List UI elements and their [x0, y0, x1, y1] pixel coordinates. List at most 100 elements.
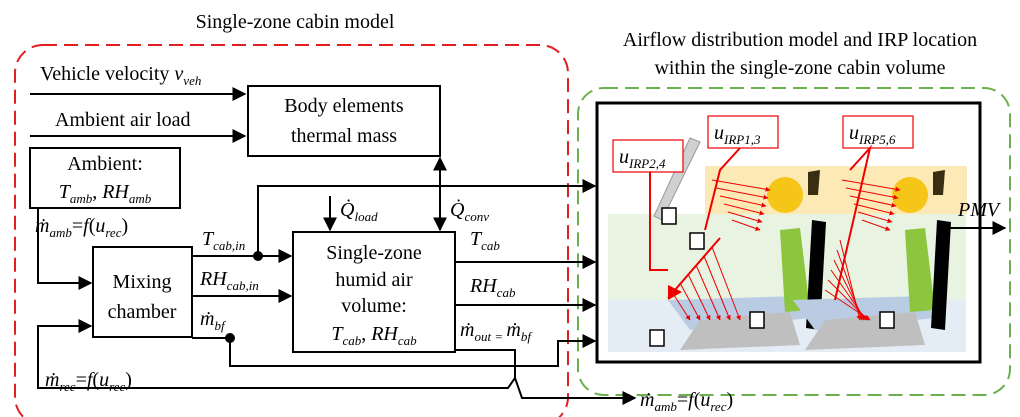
vent-line	[834, 144, 872, 301]
label-part: u	[700, 389, 710, 411]
airflow-frame	[577, 87, 1011, 396]
label-part: f	[688, 389, 696, 411]
label: ṁbf	[200, 308, 227, 333]
seat-back	[905, 228, 935, 312]
label: volume:	[341, 295, 407, 317]
label-part: IRP5,6	[858, 132, 896, 147]
label-part: ,	[92, 181, 102, 203]
irp-label-box	[842, 115, 914, 149]
label: humid air	[335, 269, 413, 291]
label-part: T	[59, 181, 72, 203]
airflow-arrow	[849, 195, 897, 208]
label: ṁamb=f(urec)	[640, 389, 733, 414]
humid-air-block	[292, 231, 456, 353]
label-part: cab,in	[227, 278, 259, 293]
label-part: =	[72, 215, 83, 237]
airflow-arrow	[857, 211, 893, 224]
airflow-arrow	[827, 279, 869, 321]
connector	[37, 208, 93, 290]
label: Single-zone	[326, 242, 422, 264]
label-part: f	[83, 215, 91, 237]
label-part: ṁ	[506, 319, 520, 341]
sensor-icon	[689, 232, 705, 250]
label: uIRP1,3	[714, 122, 761, 147]
connector	[229, 334, 597, 367]
occupant-head	[892, 177, 928, 213]
headrest	[808, 170, 820, 195]
cabin-model-frame	[14, 44, 569, 417]
label-part: RH	[101, 181, 130, 203]
label-part: Q̇	[450, 198, 465, 221]
airflow-arrow	[824, 289, 871, 321]
label-part: T	[331, 323, 344, 345]
label: Body elements	[284, 95, 404, 117]
label-part: v	[174, 63, 183, 85]
connector	[37, 319, 516, 389]
label: RHcab	[469, 275, 516, 300]
label-part: =	[677, 389, 688, 411]
mixing-block	[92, 246, 193, 338]
label: Vehicle velocity vveh	[40, 63, 201, 88]
label-part: f	[87, 369, 95, 391]
label-part: rec	[109, 379, 125, 394]
label-part: IRP1,3	[723, 132, 761, 147]
label-part: rec	[710, 399, 726, 414]
label: ṁout = ṁbf	[460, 319, 533, 344]
airflow-arrow	[679, 282, 701, 321]
airflow-arrow	[687, 273, 711, 321]
label-part: rec	[105, 225, 121, 240]
sensor-icon	[879, 311, 895, 329]
airflow-arrow	[723, 203, 765, 216]
label-part: RH	[469, 275, 498, 297]
occupant-head	[767, 177, 803, 213]
airflow-arrow	[703, 255, 731, 321]
label: Airflow distribution model and IRP locat…	[623, 29, 977, 51]
label-part: ṁ	[460, 319, 474, 341]
label: chamber	[108, 301, 177, 323]
sensor-icon	[749, 311, 765, 329]
label-part: cab,in	[213, 238, 245, 253]
vent-line	[704, 147, 741, 231]
headrest	[933, 170, 945, 195]
label-part: RH	[370, 323, 399, 345]
airflow-arrow	[711, 246, 741, 321]
label-part: (	[89, 215, 96, 237]
label: Ambient:	[67, 153, 143, 175]
label-part: =	[76, 369, 87, 391]
vent-line	[667, 237, 721, 299]
airflow-arrow	[861, 219, 891, 231]
label-part: u	[714, 122, 724, 144]
irp-link	[649, 172, 668, 271]
label-part: amb	[654, 399, 677, 414]
label: Tcab	[470, 228, 500, 253]
connector	[257, 179, 597, 256]
airflow-arrow	[711, 179, 771, 192]
ambient-block	[29, 147, 181, 209]
sensor-icon	[649, 329, 665, 347]
connector	[514, 377, 637, 405]
label: ṁamb=f(urec)	[35, 215, 128, 240]
airflow-arrow	[845, 187, 899, 200]
label: Single-zone cabin model	[196, 11, 395, 33]
label-part: amb	[70, 191, 93, 206]
label-part: cab	[398, 333, 417, 348]
label-part: T	[202, 228, 215, 250]
label-part: ,	[361, 323, 371, 345]
label-part: bf	[521, 329, 534, 344]
airflow-arrow	[853, 203, 895, 216]
irp-label-box	[612, 139, 684, 173]
airflow-arrow	[841, 179, 901, 192]
label: thermal mass	[291, 125, 397, 147]
vent-marker	[668, 285, 682, 300]
body-block	[247, 85, 441, 157]
label-part: veh	[183, 73, 201, 88]
airflow-arrow	[727, 211, 763, 224]
label-part: ṁ	[200, 308, 214, 330]
label-part: u	[619, 146, 629, 168]
label-part: T	[470, 228, 483, 250]
label-part: load	[354, 209, 378, 224]
label-part: amb	[129, 191, 152, 206]
label: Tcab, RHcab	[331, 323, 417, 348]
label-part: cab	[497, 285, 516, 300]
